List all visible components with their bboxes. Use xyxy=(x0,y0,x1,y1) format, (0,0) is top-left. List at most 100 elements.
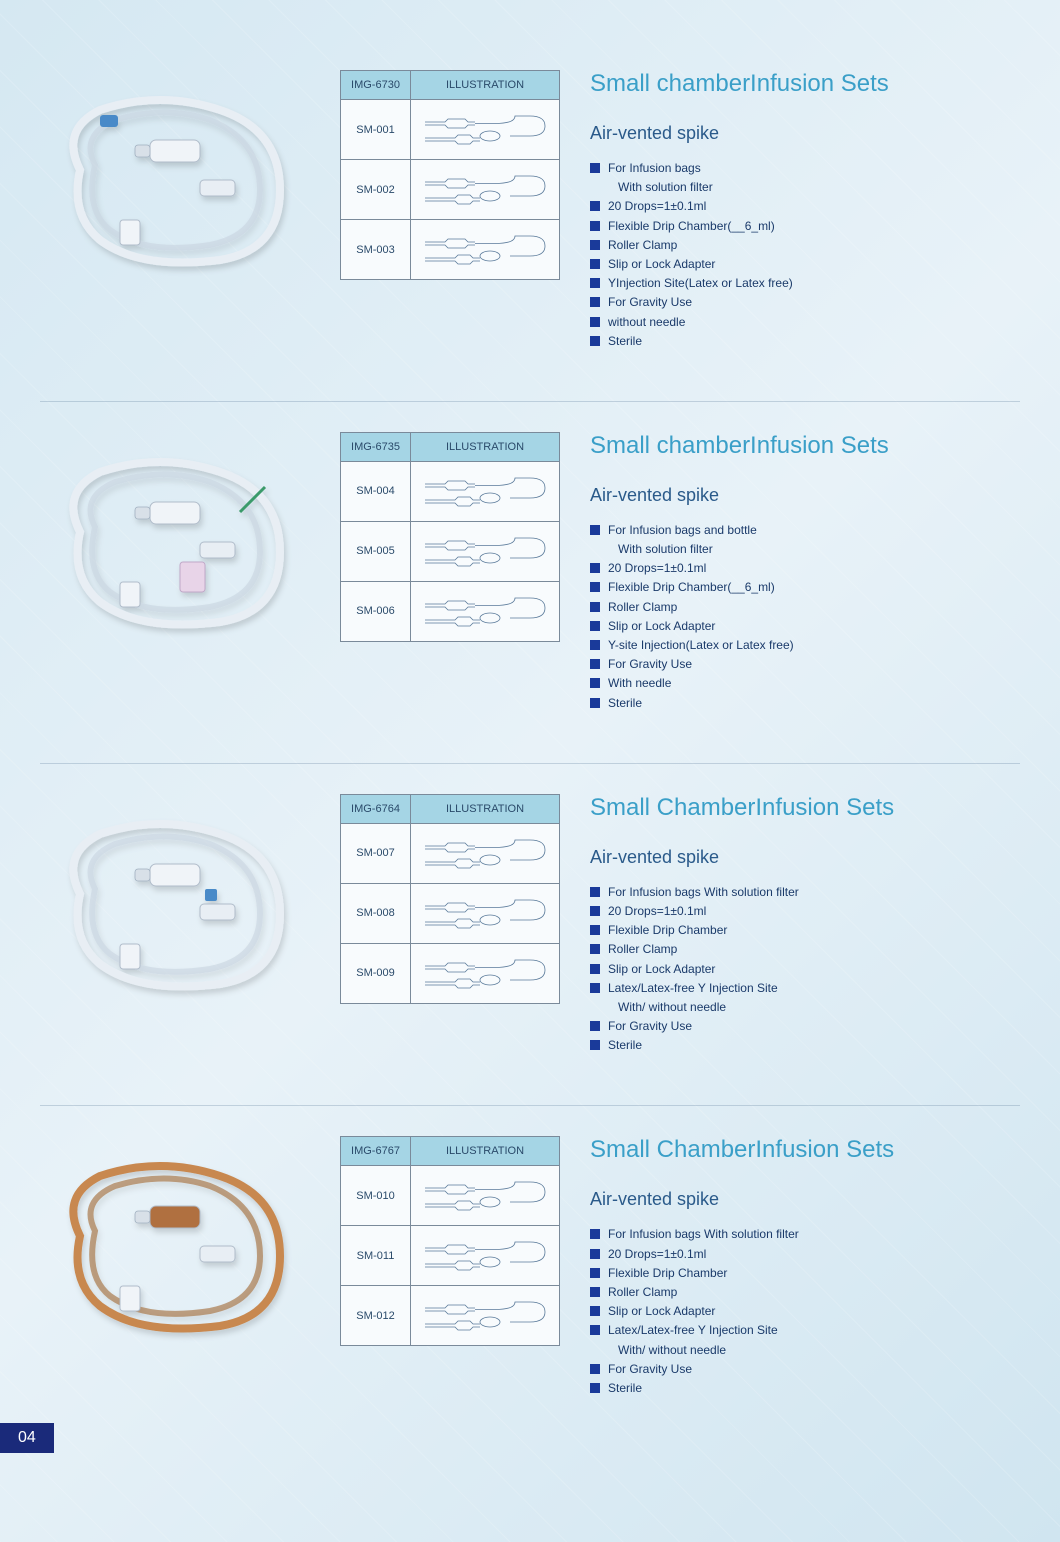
product-photo-icon xyxy=(40,432,320,652)
product-photo xyxy=(40,1136,320,1356)
description-block: Small chamberInfusion Sets Air-vented sp… xyxy=(580,432,1020,713)
feature-item: For Infusion bags xyxy=(590,159,1020,178)
illustration-cell xyxy=(411,461,560,521)
tube-illustration-icon xyxy=(420,590,550,630)
table-row: SM-011 xyxy=(341,1226,560,1286)
table-header-row: IMG-6730 ILLUSTRATION xyxy=(341,71,560,100)
illustration-cell xyxy=(411,160,560,220)
illustration-cell xyxy=(411,521,560,581)
feature-item: Latex/Latex-free Y Injection Site xyxy=(590,1321,1020,1340)
feature-item: Slip or Lock Adapter xyxy=(590,255,1020,274)
feature-item: 20 Drops=1±0.1ml xyxy=(590,1245,1020,1264)
product-code: SM-005 xyxy=(341,521,411,581)
feature-item: With solution filter xyxy=(590,178,1020,197)
product-table: IMG-6767 ILLUSTRATION SM-010 SM-011 xyxy=(340,1136,560,1346)
table-row: SM-002 xyxy=(341,160,560,220)
description-block: Small chamberInfusion Sets Air-vented sp… xyxy=(580,70,1020,351)
illustration-cell xyxy=(411,943,560,1003)
product-code: SM-008 xyxy=(341,883,411,943)
product-title: Small chamberInfusion Sets xyxy=(590,432,1020,460)
feature-item: For Infusion bags and bottle xyxy=(590,521,1020,540)
feature-item: Flexible Drip Chamber xyxy=(590,921,1020,940)
table-row: SM-010 xyxy=(341,1166,560,1226)
feature-item: Y-site Injection(Latex or Latex free) xyxy=(590,636,1020,655)
illustration-cell xyxy=(411,100,560,160)
illustration-cell xyxy=(411,1286,560,1346)
catalog-page: IMG-6730 ILLUSTRATION SM-001 SM-002 xyxy=(0,0,1060,1488)
illustration-header: ILLUSTRATION xyxy=(411,794,560,823)
table-row: SM-003 xyxy=(341,220,560,280)
product-table: IMG-6730 ILLUSTRATION SM-001 SM-002 xyxy=(340,70,560,280)
section-divider xyxy=(40,1105,1020,1106)
table-row: SM-009 xyxy=(341,943,560,1003)
illustration-header: ILLUSTRATION xyxy=(411,432,560,461)
feature-item: Sterile xyxy=(590,694,1020,713)
illustration-cell xyxy=(411,1166,560,1226)
feature-item: Flexible Drip Chamber(__6_ml) xyxy=(590,578,1020,597)
description-block: Small ChamberInfusion Sets Air-vented sp… xyxy=(580,794,1020,1056)
product-photo xyxy=(40,794,320,1014)
feature-item: 20 Drops=1±0.1ml xyxy=(590,559,1020,578)
product-subtitle: Air-vented spike xyxy=(590,847,1020,868)
table-header-row: IMG-6767 ILLUSTRATION xyxy=(341,1137,560,1166)
product-section: IMG-6735 ILLUSTRATION SM-004 SM-005 xyxy=(40,432,1020,713)
feature-item: 20 Drops=1±0.1ml xyxy=(590,902,1020,921)
feature-item: Roller Clamp xyxy=(590,940,1020,959)
img-code-header: IMG-6730 xyxy=(341,71,411,100)
feature-item: With/ without needle xyxy=(590,1341,1020,1360)
feature-item: YInjection Site(Latex or Latex free) xyxy=(590,274,1020,293)
feature-item: With solution filter xyxy=(590,540,1020,559)
feature-item: For Gravity Use xyxy=(590,1017,1020,1036)
illustration-header: ILLUSTRATION xyxy=(411,1137,560,1166)
section-divider xyxy=(40,401,1020,402)
feature-item: For Infusion bags With solution filter xyxy=(590,883,1020,902)
product-code: SM-001 xyxy=(341,100,411,160)
illustration-cell xyxy=(411,581,560,641)
table-row: SM-007 xyxy=(341,823,560,883)
page-number: 04 xyxy=(0,1423,54,1453)
product-code: SM-011 xyxy=(341,1226,411,1286)
feature-item: without needle xyxy=(590,313,1020,332)
table-row: SM-004 xyxy=(341,461,560,521)
tube-illustration-icon xyxy=(420,168,550,208)
product-photo xyxy=(40,432,320,652)
product-code: SM-003 xyxy=(341,220,411,280)
feature-list: For Infusion bags With solution filter20… xyxy=(590,1225,1020,1398)
product-photo-icon xyxy=(40,794,320,1014)
product-code: SM-012 xyxy=(341,1286,411,1346)
product-code: SM-009 xyxy=(341,943,411,1003)
feature-list: For Infusion bags With solution filter20… xyxy=(590,883,1020,1056)
illustration-cell xyxy=(411,1226,560,1286)
product-photo xyxy=(40,70,320,290)
table-row: SM-005 xyxy=(341,521,560,581)
product-code: SM-002 xyxy=(341,160,411,220)
product-title: Small chamberInfusion Sets xyxy=(590,70,1020,98)
illustration-cell xyxy=(411,823,560,883)
feature-list: For Infusion bags and bottleWith solutio… xyxy=(590,521,1020,713)
feature-item: Slip or Lock Adapter xyxy=(590,960,1020,979)
img-code-header: IMG-6767 xyxy=(341,1137,411,1166)
product-title: Small ChamberInfusion Sets xyxy=(590,794,1020,822)
product-code: SM-004 xyxy=(341,461,411,521)
product-table: IMG-6764 ILLUSTRATION SM-007 SM-008 xyxy=(340,794,560,1004)
tube-illustration-icon xyxy=(420,1234,550,1274)
product-section: IMG-6764 ILLUSTRATION SM-007 SM-008 xyxy=(40,794,1020,1056)
tube-illustration-icon xyxy=(420,832,550,872)
feature-item: For Gravity Use xyxy=(590,293,1020,312)
tube-illustration-icon xyxy=(420,892,550,932)
description-block: Small ChamberInfusion Sets Air-vented sp… xyxy=(580,1136,1020,1398)
tube-illustration-icon xyxy=(420,1174,550,1214)
product-photo-icon xyxy=(40,70,320,290)
img-code-header: IMG-6764 xyxy=(341,794,411,823)
img-code-header: IMG-6735 xyxy=(341,432,411,461)
tube-illustration-icon xyxy=(420,952,550,992)
feature-item: Latex/Latex-free Y Injection Site xyxy=(590,979,1020,998)
product-title: Small ChamberInfusion Sets xyxy=(590,1136,1020,1164)
tube-illustration-icon xyxy=(420,530,550,570)
product-code: SM-010 xyxy=(341,1166,411,1226)
illustration-header: ILLUSTRATION xyxy=(411,71,560,100)
table-row: SM-001 xyxy=(341,100,560,160)
feature-item: Flexible Drip Chamber xyxy=(590,1264,1020,1283)
product-subtitle: Air-vented spike xyxy=(590,485,1020,506)
feature-item: Flexible Drip Chamber(__6_ml) xyxy=(590,217,1020,236)
